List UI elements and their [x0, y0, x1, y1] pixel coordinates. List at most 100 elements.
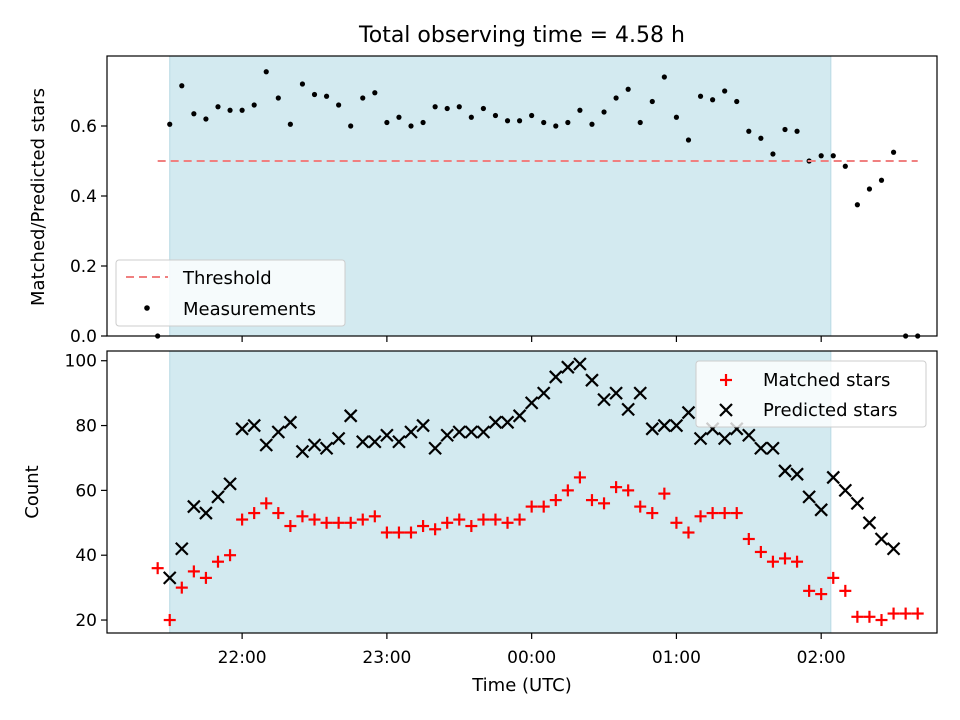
predicted-star-point — [621, 402, 635, 417]
predicted-star-point — [874, 532, 889, 546]
ratio-panel: 0.0 0.2 0.4 0.6 Matched/Predicted stars Thr… — [28, 55, 938, 347]
matched-star-point — [911, 607, 924, 620]
x-tick-label: 22:00 — [218, 648, 267, 668]
measurement-point — [516, 118, 523, 124]
predicted-star-point — [187, 499, 201, 514]
measurement-point — [227, 107, 233, 113]
chart-title: Total observing time = 4.58 h — [358, 23, 685, 48]
predicted-star-point — [766, 441, 780, 456]
matched-star-point — [224, 549, 237, 562]
measurement-point — [625, 86, 631, 92]
matched-star-point — [489, 513, 502, 526]
matched-star-point — [778, 552, 791, 565]
measurement-point — [589, 121, 595, 127]
predicted-star-point — [814, 503, 828, 517]
measurement-point — [372, 90, 378, 96]
predicted-star-point — [512, 409, 527, 423]
measurement-point — [360, 95, 366, 101]
matched-star-point — [501, 516, 514, 529]
matched-star-point — [610, 481, 623, 494]
measurement-points — [155, 69, 921, 339]
ratio-y-tick-label: 0.0 — [70, 327, 97, 347]
measurement-point — [758, 135, 764, 141]
predicted-star-point — [754, 441, 768, 456]
predicted-star-point — [790, 467, 804, 481]
measurement-point — [685, 137, 692, 143]
matched-star-point — [175, 581, 188, 594]
measurement-point — [770, 151, 776, 157]
matched-star-point — [585, 494, 598, 507]
matched-star-point — [453, 513, 466, 526]
matched-star-point — [441, 516, 454, 529]
matched-star-point — [791, 555, 804, 568]
predicted-star-point — [223, 477, 237, 491]
predicted-star-point — [778, 464, 792, 478]
measurement-point — [251, 102, 257, 108]
matched-star-point — [622, 484, 635, 497]
predicted-star-point — [886, 541, 901, 556]
matched-star-point — [549, 494, 562, 507]
matched-star-point — [356, 513, 369, 526]
ratio-y-axis-label: Matched/Predicted stars — [28, 88, 49, 306]
matched-star-point — [658, 487, 671, 500]
measurement-point — [191, 111, 197, 117]
predicted-star-point — [283, 415, 298, 430]
measurement-point — [661, 74, 667, 80]
predicted-star-point — [392, 434, 406, 449]
predicted-star-point — [549, 370, 563, 384]
measurement-point — [890, 149, 897, 155]
predicted-star-point — [585, 373, 599, 387]
measurement-point — [613, 95, 619, 101]
measurement-point — [480, 105, 486, 112]
predicted-star-point — [669, 418, 684, 433]
matched-star-point — [718, 507, 731, 520]
predicted-star-point — [319, 441, 334, 456]
matched-star-point — [272, 507, 285, 520]
counts-y-tick-label: 20 — [75, 611, 97, 631]
matched-star-point — [694, 510, 707, 523]
matched-star-point — [682, 526, 695, 539]
measurement-point — [239, 107, 245, 113]
matched-star-point — [260, 497, 273, 510]
counts-y-tick-label: 60 — [75, 481, 97, 501]
counts-x-ticks: 22:00 23:00 00:00 01:00 02:00 — [218, 633, 846, 668]
predicted-star-point — [573, 357, 587, 371]
measurement-point — [746, 128, 752, 134]
matched-star-point — [525, 500, 538, 513]
measurement-point — [782, 126, 788, 133]
measurement-point — [541, 119, 547, 126]
predicted-star-point — [162, 571, 177, 585]
matched-star-point — [344, 516, 357, 529]
matched-star-point — [887, 607, 900, 620]
counts-y-tick-label: 80 — [75, 417, 97, 437]
predicted-star-point — [717, 431, 732, 446]
matched-star-point — [211, 555, 224, 568]
measurement-point — [408, 123, 414, 129]
matched-star-point — [296, 510, 309, 523]
measurement-point — [323, 93, 330, 99]
matched-star-point — [598, 497, 611, 510]
ratio-legend: Threshold Measurements — [115, 259, 346, 327]
measurement-point — [275, 95, 281, 101]
matched-star-point — [368, 510, 381, 523]
measurement-point — [710, 97, 716, 103]
matched-star-point — [308, 513, 321, 526]
matched-star-point — [670, 516, 683, 529]
predicted-star-point — [368, 434, 382, 449]
predicted-star-point — [657, 418, 672, 433]
x-tick-label: 02:00 — [797, 648, 846, 668]
predicted-star-point — [295, 444, 310, 459]
measurement-point — [553, 123, 559, 129]
predicted-star-point — [211, 490, 225, 504]
predicted-star-point — [452, 425, 467, 439]
measurement-point — [444, 105, 450, 112]
predicted-star-point — [355, 434, 370, 449]
legend-predicted-label: Predicted stars — [763, 400, 897, 421]
predicted-star-point — [862, 516, 877, 530]
legend-matched-label: Matched stars — [763, 370, 890, 391]
measurement-point — [673, 114, 680, 120]
measurement-point — [311, 91, 318, 98]
predicted-star-point — [199, 506, 213, 520]
measurement-point — [529, 112, 535, 119]
